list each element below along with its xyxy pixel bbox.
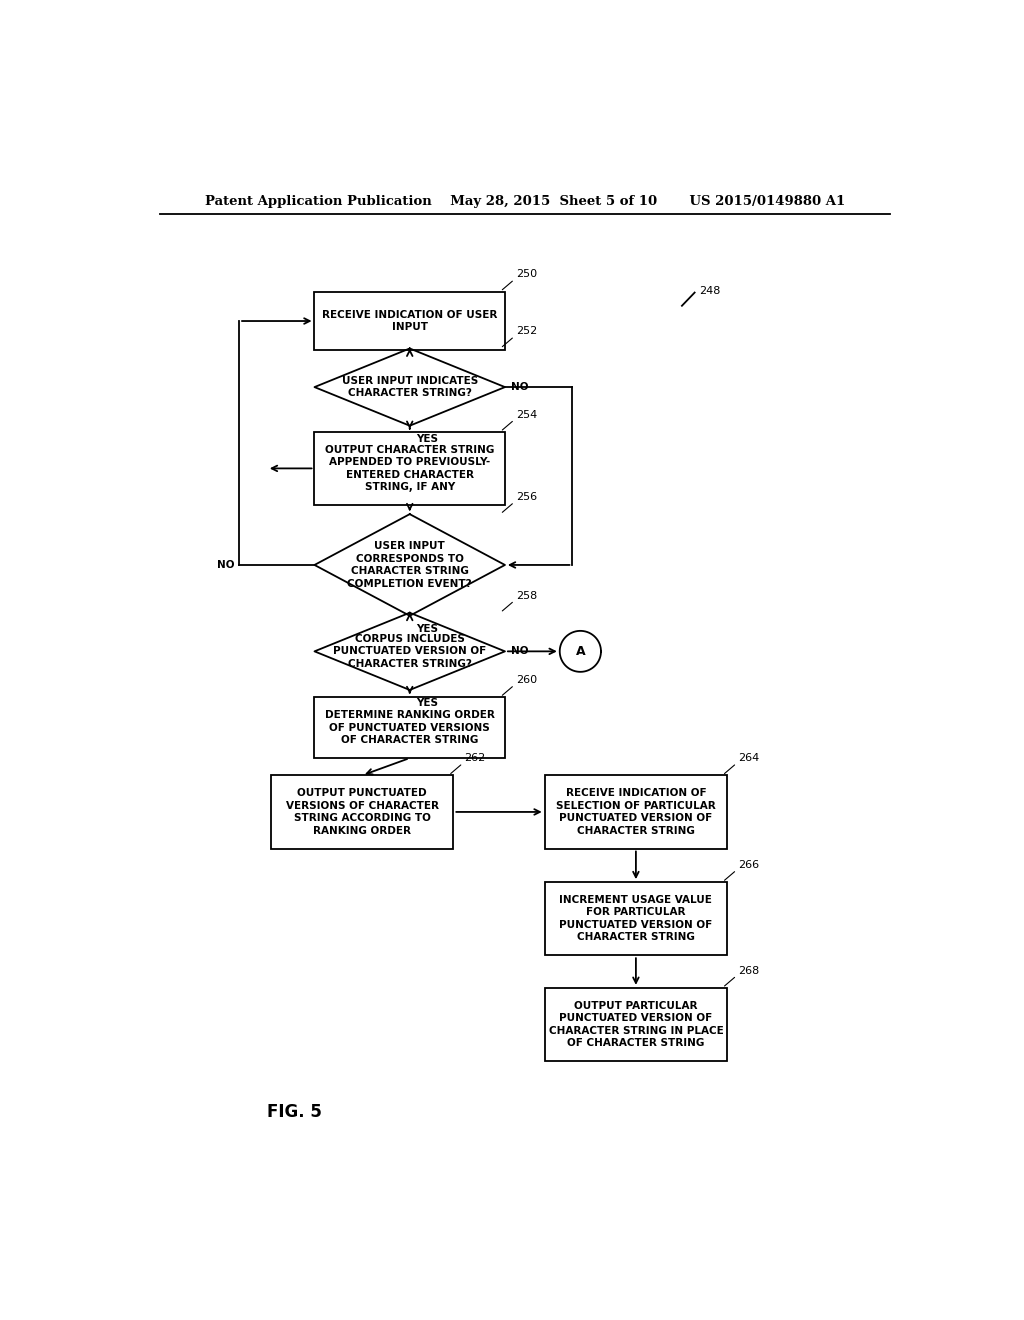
Text: RECEIVE INDICATION OF USER
INPUT: RECEIVE INDICATION OF USER INPUT [322, 310, 498, 333]
Text: 260: 260 [516, 675, 538, 685]
FancyBboxPatch shape [314, 292, 505, 351]
Text: A: A [575, 645, 585, 657]
Text: NO: NO [217, 560, 234, 570]
Text: OUTPUT PUNCTUATED
VERSIONS OF CHARACTER
STRING ACCORDING TO
RANKING ORDER: OUTPUT PUNCTUATED VERSIONS OF CHARACTER … [286, 788, 438, 836]
Text: YES: YES [416, 698, 438, 708]
Text: 268: 268 [738, 966, 760, 975]
Polygon shape [314, 348, 505, 426]
Text: 264: 264 [738, 754, 760, 763]
Text: 256: 256 [516, 492, 538, 502]
FancyBboxPatch shape [314, 697, 505, 758]
Text: 254: 254 [516, 409, 538, 420]
FancyBboxPatch shape [545, 775, 727, 849]
FancyBboxPatch shape [545, 882, 727, 956]
Polygon shape [314, 612, 505, 690]
Text: 248: 248 [699, 285, 721, 296]
Text: 266: 266 [738, 859, 760, 870]
FancyBboxPatch shape [314, 432, 505, 506]
Text: NO: NO [511, 381, 528, 392]
Text: FIG. 5: FIG. 5 [267, 1102, 322, 1121]
Polygon shape [560, 631, 601, 672]
Text: OUTPUT CHARACTER STRING
APPENDED TO PREVIOUSLY-
ENTERED CHARACTER
STRING, IF ANY: OUTPUT CHARACTER STRING APPENDED TO PREV… [325, 445, 495, 492]
Text: RECEIVE INDICATION OF
SELECTION OF PARTICULAR
PUNCTUATED VERSION OF
CHARACTER ST: RECEIVE INDICATION OF SELECTION OF PARTI… [556, 788, 716, 836]
Polygon shape [314, 515, 505, 616]
Text: 252: 252 [516, 326, 538, 337]
Text: OUTPUT PARTICULAR
PUNCTUATED VERSION OF
CHARACTER STRING IN PLACE
OF CHARACTER S: OUTPUT PARTICULAR PUNCTUATED VERSION OF … [549, 1001, 723, 1048]
Text: YES: YES [416, 434, 438, 444]
Text: 250: 250 [516, 269, 538, 280]
FancyBboxPatch shape [545, 987, 727, 1061]
Text: USER INPUT INDICATES
CHARACTER STRING?: USER INPUT INDICATES CHARACTER STRING? [342, 376, 478, 399]
Text: INCREMENT USAGE VALUE
FOR PARTICULAR
PUNCTUATED VERSION OF
CHARACTER STRING: INCREMENT USAGE VALUE FOR PARTICULAR PUN… [559, 895, 713, 942]
FancyBboxPatch shape [270, 775, 454, 849]
Text: 262: 262 [465, 754, 485, 763]
Text: Patent Application Publication    May 28, 2015  Sheet 5 of 10       US 2015/0149: Patent Application Publication May 28, 2… [205, 194, 845, 207]
Text: 258: 258 [516, 590, 538, 601]
Text: USER INPUT
CORRESPONDS TO
CHARACTER STRING
COMPLETION EVENT?: USER INPUT CORRESPONDS TO CHARACTER STRI… [347, 541, 472, 589]
Text: DETERMINE RANKING ORDER
OF PUNCTUATED VERSIONS
OF CHARACTER STRING: DETERMINE RANKING ORDER OF PUNCTUATED VE… [325, 710, 495, 744]
Text: YES: YES [416, 624, 438, 634]
Text: NO: NO [511, 647, 528, 656]
Text: CORPUS INCLUDES
PUNCTUATED VERSION OF
CHARACTER STRING?: CORPUS INCLUDES PUNCTUATED VERSION OF CH… [333, 634, 486, 669]
